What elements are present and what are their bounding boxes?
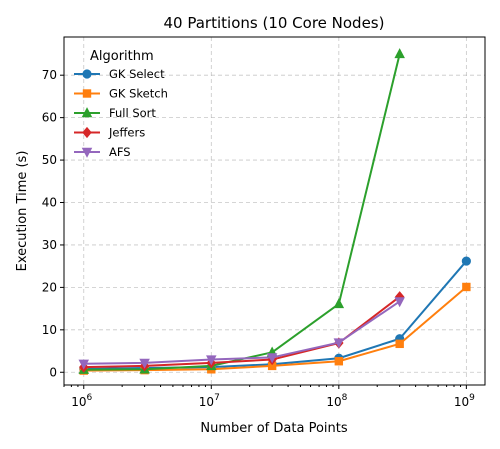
legend-marker	[82, 89, 92, 98]
afs-point	[394, 297, 405, 308]
x-axis-ticks: 106 107 108 109	[63, 385, 475, 409]
y-tick-label: 70	[42, 68, 57, 82]
afs-point	[333, 338, 345, 349]
full-sort-point	[394, 48, 405, 59]
legend-item-gk-select: GK Select	[74, 67, 165, 81]
y-axis-ticks: 0 10 20 30 40 50 60 70	[42, 68, 64, 379]
legend-label: AFS	[109, 145, 131, 159]
x-axis-label: Number of Data Points	[200, 421, 347, 436]
legend-item-jeffers: Jeffers	[74, 126, 145, 140]
afs-line	[83, 300, 401, 365]
x-tick-label: 106	[71, 393, 92, 409]
legend-marker	[82, 126, 92, 139]
legend: Algorithm GK Select GK Sketch Full Sort Jef…	[74, 49, 168, 159]
plot-frame	[63, 36, 486, 386]
y-tick-label: 30	[42, 238, 57, 252]
y-tick-label: 60	[42, 111, 57, 125]
legend-item-full-sort: Full Sort	[74, 106, 156, 120]
afs-point	[206, 355, 217, 366]
series-afs	[78, 297, 405, 370]
legend-marker	[81, 147, 93, 158]
x-tick-label: 108	[326, 393, 347, 409]
legend-label: Full Sort	[109, 106, 156, 120]
legend-marker	[82, 69, 92, 79]
y-tick-label: 20	[42, 280, 57, 294]
legend-title: Algorithm	[90, 49, 154, 64]
y-tick-label: 50	[42, 153, 57, 167]
legend-label: GK Sketch	[109, 87, 168, 101]
afs-point	[78, 359, 90, 370]
afs-point	[139, 358, 150, 369]
y-tick-label: 0	[49, 365, 57, 379]
legend-label: GK Select	[109, 67, 165, 81]
gk-sketch-point	[395, 339, 404, 349]
full-sort-point	[333, 298, 345, 309]
legend-marker	[81, 107, 93, 118]
chart-title: 40 Partitions (10 Core Nodes)	[164, 14, 385, 32]
legend-item-afs: AFS	[74, 145, 131, 159]
y-axis-label: Execution Time (s)	[15, 151, 30, 272]
afs-point	[266, 353, 278, 364]
legend-label: Jeffers	[108, 126, 145, 140]
gk-select-point	[461, 256, 471, 266]
y-tick-label: 40	[42, 196, 57, 210]
full-sort-line	[83, 53, 401, 371]
x-tick-label: 107	[199, 393, 220, 409]
legend-item-gk-sketch: GK Sketch	[74, 87, 168, 101]
y-tick-label: 10	[42, 323, 57, 337]
series-layer	[78, 48, 471, 375]
gk-sketch-point	[334, 357, 344, 366]
x-tick-label: 109	[454, 393, 475, 409]
gk-sketch-point	[462, 282, 471, 292]
